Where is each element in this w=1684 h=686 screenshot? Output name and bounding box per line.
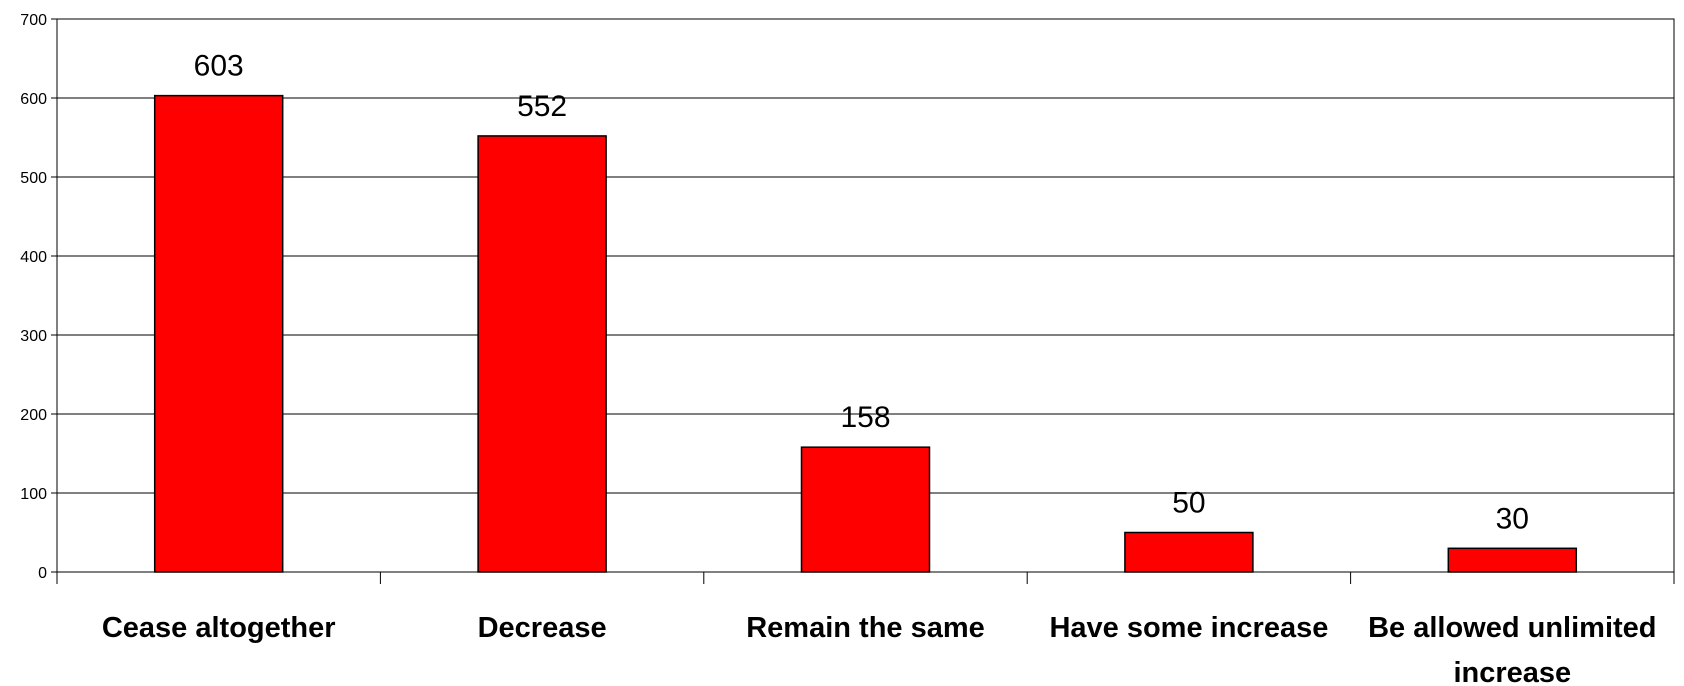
data-label: 50 bbox=[1172, 487, 1205, 520]
data-label: 603 bbox=[194, 50, 244, 83]
y-tick-label: 400 bbox=[20, 249, 47, 266]
bar bbox=[153, 94, 284, 573]
data-labels: 603 552 158 50 30 bbox=[194, 50, 1529, 536]
y-tick-label: 300 bbox=[20, 328, 47, 345]
category-label: increase bbox=[1453, 657, 1571, 686]
bars bbox=[153, 94, 1578, 573]
bar bbox=[1124, 531, 1254, 573]
y-tick-label: 600 bbox=[20, 91, 47, 108]
data-label: 30 bbox=[1496, 502, 1529, 535]
data-label: 158 bbox=[840, 401, 890, 434]
y-tick-label: 200 bbox=[20, 407, 47, 424]
y-tick-label: 100 bbox=[20, 486, 47, 503]
category-labels: Cease altogether Decrease Remain the same H… bbox=[102, 612, 1657, 686]
category-label: Cease altogether bbox=[102, 612, 336, 644]
y-tick-label: 0 bbox=[38, 565, 47, 582]
y-axis-ticks: 0 100 200 300 400 500 600 700 bbox=[20, 12, 47, 582]
category-label: Decrease bbox=[478, 612, 607, 644]
y-tick-label: 500 bbox=[20, 170, 47, 187]
bar bbox=[800, 446, 931, 573]
bar bbox=[477, 135, 607, 573]
x-axis bbox=[56, 571, 1675, 584]
category-label: Have some increase bbox=[1049, 612, 1328, 644]
y-tick-label: 700 bbox=[20, 12, 47, 29]
category-label: Be allowed unlimited bbox=[1368, 612, 1656, 644]
bar bbox=[1447, 547, 1578, 573]
data-label: 552 bbox=[517, 90, 567, 123]
category-label: Remain the same bbox=[746, 612, 985, 644]
